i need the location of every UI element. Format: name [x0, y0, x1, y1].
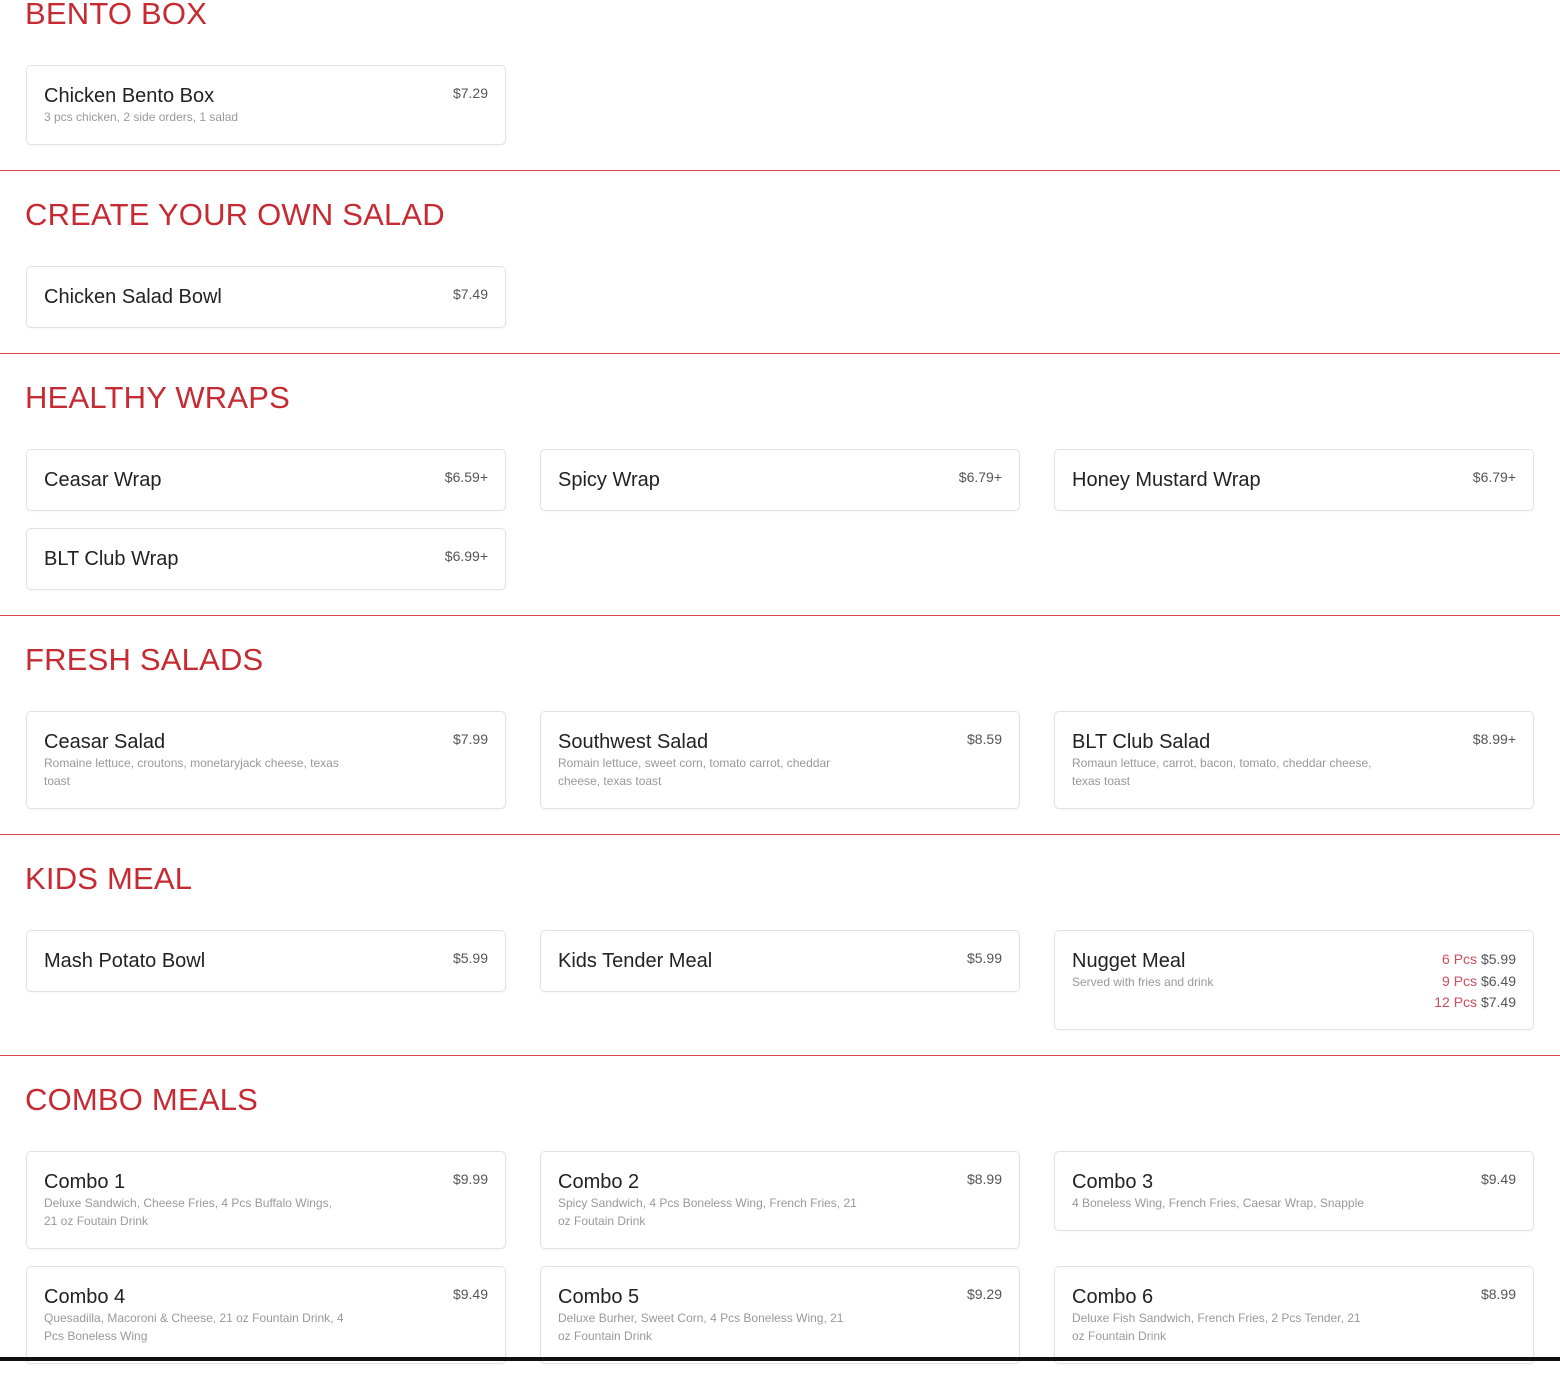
- item-grid: Mash Potato Bowl $5.99 Kids Tender Meal $5.…: [0, 930, 1560, 1030]
- item-description: Deluxe Sandwich, Cheese Fries, 4 Pcs Buf…: [44, 1196, 332, 1228]
- item-name: Combo 1: [44, 1171, 126, 1193]
- menu-item-card[interactable]: Spicy Wrap $6.79+: [540, 449, 1020, 511]
- item-name: Honey Mustard Wrap: [1072, 469, 1261, 491]
- item-description: Romaun lettuce, carrot, bacon, tomato, c…: [1072, 756, 1372, 788]
- menu-item-card[interactable]: Southwest Salad Romain lettuce, sweet cor…: [540, 711, 1020, 809]
- option-size: 12 Pcs: [1434, 994, 1478, 1010]
- section-title: KIDS MEAL: [25, 861, 193, 896]
- menu-item-card[interactable]: Kids Tender Meal $5.99: [540, 930, 1020, 992]
- item-description: Served with fries and drink: [1072, 975, 1214, 989]
- item-price: $9.99: [452, 1171, 488, 1187]
- menu-item-card[interactable]: Combo 5 Deluxe Burher, Sweet Corn, 4 Pcs …: [540, 1266, 1020, 1364]
- menu-item-card[interactable]: Combo 1 Deluxe Sandwich, Cheese Fries, 4 …: [26, 1151, 506, 1249]
- item-name: Ceasar Salad: [44, 731, 166, 753]
- item-grid: Chicken Bento Box 3 pcs chicken, 2 side o…: [0, 65, 1560, 145]
- item-name: Southwest Salad: [558, 731, 709, 753]
- item-description: 4 Boneless Wing, French Fries, Caesar Wr…: [1072, 1196, 1364, 1210]
- menu-item-card[interactable]: Honey Mustard Wrap $6.79+: [1054, 449, 1534, 511]
- menu-section: CREATE YOUR OWN SALAD Chicken Salad Bowl $…: [0, 171, 1560, 354]
- menu-item-card[interactable]: Combo 6 Deluxe Fish Sandwich, French Frie…: [1054, 1266, 1534, 1364]
- item-price: $9.29: [966, 1286, 1002, 1302]
- item-price: $8.99: [1480, 1286, 1516, 1302]
- menu-section: FRESH SALADS Ceasar Salad Romaine lettuce,…: [0, 616, 1560, 835]
- price-option[interactable]: 12 Pcs $7.49: [1434, 992, 1516, 1014]
- section-title: COMBO MEALS: [25, 1082, 259, 1117]
- item-price: $6.99+: [444, 548, 488, 564]
- item-grid: Ceasar Salad Romaine lettuce, croutons, m…: [0, 711, 1560, 809]
- item-name: Chicken Bento Box: [44, 85, 215, 107]
- item-description: Deluxe Burher, Sweet Corn, 4 Pcs Boneles…: [558, 1311, 844, 1343]
- item-name: BLT Club Wrap: [44, 548, 179, 570]
- section-title: CREATE YOUR OWN SALAD: [25, 197, 445, 232]
- item-description: Romain lettuce, sweet corn, tomato carro…: [558, 756, 831, 788]
- item-price: $5.99: [966, 950, 1002, 966]
- item-description: Deluxe Fish Sandwich, French Fries, 2 Pc…: [1072, 1311, 1361, 1343]
- item-price: $6.79+: [1472, 469, 1516, 485]
- menu-section: COMBO MEALS Combo 1 Deluxe Sandwich, Chees…: [0, 1056, 1560, 1389]
- item-price: $7.29: [452, 85, 488, 101]
- item-grid: Combo 1 Deluxe Sandwich, Cheese Fries, 4 …: [0, 1151, 1560, 1364]
- menu-item-card[interactable]: Combo 4 Quesadilla, Macoroni & Cheese, 21…: [26, 1266, 506, 1364]
- item-name: Combo 4: [44, 1286, 126, 1308]
- item-name: Combo 5: [558, 1286, 640, 1308]
- item-description: 3 pcs chicken, 2 side orders, 1 salad: [44, 110, 239, 124]
- item-name: BLT Club Salad: [1072, 731, 1211, 753]
- item-description: Romaine lettuce, croutons, monetaryjack …: [44, 756, 339, 788]
- section-title: FRESH SALADS: [25, 642, 264, 677]
- section-title: HEALTHY WRAPS: [25, 380, 291, 415]
- item-price: $8.59: [966, 731, 1002, 747]
- menu-item-card[interactable]: Chicken Bento Box 3 pcs chicken, 2 side o…: [26, 65, 506, 145]
- item-price: $8.99+: [1472, 731, 1516, 747]
- item-name: Chicken Salad Bowl: [44, 286, 222, 308]
- item-price: $7.49: [452, 286, 488, 302]
- menu-section: BENTO BOX Chicken Bento Box 3 pcs chicken,…: [0, 0, 1560, 171]
- item-name: Spicy Wrap: [558, 469, 660, 491]
- item-price: $7.99: [452, 731, 488, 747]
- menu-section: KIDS MEAL Mash Potato Bowl $5.99 Kids Tende…: [0, 835, 1560, 1056]
- price-option[interactable]: 9 Pcs $6.49: [1434, 971, 1516, 993]
- menu-item-card[interactable]: Ceasar Salad Romaine lettuce, croutons, m…: [26, 711, 506, 809]
- item-name: Kids Tender Meal: [558, 950, 713, 972]
- item-description: Spicy Sandwich, 4 Pcs Boneless Wing, Fre…: [558, 1196, 857, 1228]
- menu-section: HEALTHY WRAPS Ceasar Wrap $6.59+ Spicy Wrap…: [0, 354, 1560, 616]
- item-price: $8.99: [966, 1171, 1002, 1187]
- item-price: $5.99: [452, 950, 488, 966]
- price-option[interactable]: 6 Pcs $5.99: [1434, 949, 1516, 971]
- option-size: 6 Pcs: [1442, 951, 1478, 967]
- option-size: 9 Pcs: [1442, 972, 1478, 989]
- item-price: $6.79+: [958, 469, 1002, 485]
- item-name: Ceasar Wrap: [44, 469, 162, 491]
- item-grid: Ceasar Wrap $6.59+ Spicy Wrap $6.79+ Honey M…: [0, 449, 1560, 590]
- option-price: $7.49: [1480, 994, 1516, 1010]
- item-name: Combo 3: [1072, 1171, 1154, 1193]
- bottom-bar: [0, 1357, 1560, 1361]
- item-name: Mash Potato Bowl: [44, 950, 206, 972]
- menu-item-card[interactable]: BLT Club Wrap $6.99+: [26, 528, 506, 590]
- menu-item-card[interactable]: Combo 3 4 Boneless Wing, French Fries, Ca…: [1054, 1151, 1534, 1231]
- item-price-options: 6 Pcs $5.99 9 Pcs $6.49 12 Pcs $7.49: [1434, 949, 1516, 1014]
- item-name: Combo 2: [558, 1171, 640, 1193]
- item-price: $9.49: [1480, 1171, 1516, 1187]
- menu-item-card[interactable]: Combo 2 Spicy Sandwich, 4 Pcs Boneless Wi…: [540, 1151, 1020, 1249]
- option-price: $6.49: [1480, 972, 1516, 989]
- option-price: $5.99: [1480, 951, 1516, 967]
- menu-item-card[interactable]: Nugget Meal Served with fries and drink 6 …: [1054, 930, 1534, 1030]
- menu-item-card[interactable]: Ceasar Wrap $6.59+: [26, 449, 506, 511]
- item-name: Combo 6: [1072, 1286, 1154, 1308]
- item-grid: Chicken Salad Bowl $7.49: [0, 266, 1560, 328]
- item-price: $6.59+: [444, 469, 488, 485]
- item-description: Quesadilla, Macoroni & Cheese, 21 oz Fou…: [44, 1311, 344, 1343]
- menu-item-card[interactable]: Chicken Salad Bowl $7.49: [26, 266, 506, 328]
- menu-item-card[interactable]: Mash Potato Bowl $5.99: [26, 930, 506, 992]
- item-name: Nugget Meal: [1072, 950, 1186, 972]
- item-price: $9.49: [452, 1286, 488, 1302]
- section-title: BENTO BOX: [25, 0, 208, 31]
- menu-item-card[interactable]: BLT Club Salad Romaun lettuce, carrot, ba…: [1054, 711, 1534, 809]
